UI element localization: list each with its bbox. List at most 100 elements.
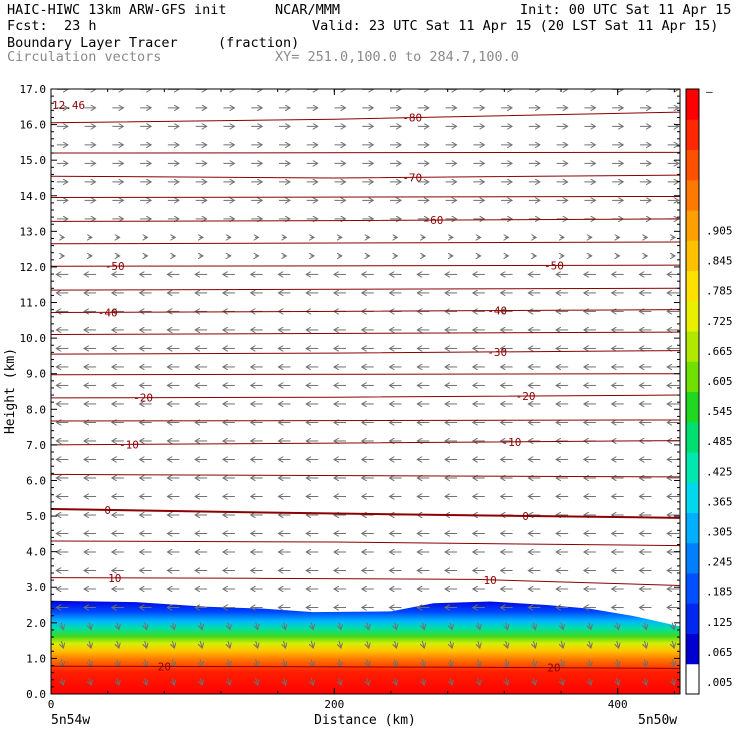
colorbar-label: .545 xyxy=(706,405,733,418)
cross-section-label: XY= 251.0,100.0 to 284.7,100.0 xyxy=(275,49,519,65)
temperature-contour xyxy=(51,195,680,199)
vector-arrow xyxy=(339,659,341,667)
vector-arrow xyxy=(617,659,619,667)
x-axis-label: Distance (km) xyxy=(314,713,416,728)
vector-arrow xyxy=(61,677,63,685)
vector-arrow xyxy=(145,640,147,648)
contour-label: -10 xyxy=(119,438,139,451)
vector-arrow xyxy=(450,677,452,685)
y-tick-label: 3.0 xyxy=(26,581,46,594)
field-units: (fraction) xyxy=(218,35,300,51)
vector-arrow xyxy=(506,640,508,648)
vector-arrow xyxy=(395,677,397,685)
vector-arrow xyxy=(117,677,119,685)
y-tick-label: 7.0 xyxy=(26,439,46,452)
vector-arrow xyxy=(89,677,91,685)
vector-arrow xyxy=(283,677,285,685)
colorbar-label: .665 xyxy=(706,345,733,358)
center-label: NCAR/MMM xyxy=(275,2,341,18)
contour-label: -20 xyxy=(133,392,153,405)
temperature-contour xyxy=(51,540,680,547)
temperature-contour xyxy=(51,507,680,519)
vector-arrow xyxy=(89,622,91,630)
x-start-location: 5n54w xyxy=(51,713,90,728)
contour-label: 20 xyxy=(547,662,560,675)
temperature-contour xyxy=(51,373,680,376)
vector-arrow xyxy=(117,659,119,667)
vector-arrow xyxy=(311,659,313,667)
vector-arrow xyxy=(561,659,563,667)
vector-arrow xyxy=(644,677,646,685)
temperature-contour xyxy=(51,419,680,422)
vector-arrow xyxy=(395,622,397,630)
colorbar-swatch xyxy=(686,210,699,241)
vector-arrow xyxy=(283,622,285,630)
vector-arrow xyxy=(117,640,119,648)
colorbar-label: .125 xyxy=(706,616,733,629)
vector-arrow xyxy=(478,659,480,667)
vector-arrow xyxy=(311,640,313,648)
y-tick-label: 10.0 xyxy=(20,332,47,345)
y-tick-label: 0.0 xyxy=(26,688,46,701)
colorbar-swatch xyxy=(686,512,699,544)
colorbar-swatch xyxy=(686,179,699,211)
temperature-contour xyxy=(51,473,680,478)
colorbar-label: .485 xyxy=(706,435,733,448)
y-tick-label: 2.0 xyxy=(26,617,46,630)
vector-arrow xyxy=(561,640,563,648)
vector-arrow xyxy=(256,677,258,685)
colorbar-label: .845 xyxy=(706,255,733,268)
vector-arrow xyxy=(672,622,674,630)
y-tick-label: 9.0 xyxy=(26,368,46,381)
colorbar-swatch xyxy=(686,89,699,120)
contour-label: -40 xyxy=(98,306,118,319)
vector-arrow xyxy=(506,677,508,685)
vector-arrow xyxy=(145,622,147,630)
vector-arrow xyxy=(644,622,646,630)
temperature-contour xyxy=(51,111,680,124)
colorbar-swatch xyxy=(686,663,699,695)
y-tick-label: 6.0 xyxy=(26,474,46,487)
vector-arrow xyxy=(228,640,230,648)
vector-arrow xyxy=(367,640,369,648)
vector-arrow xyxy=(256,622,258,630)
colorbar-swatch xyxy=(686,149,699,181)
vector-arrow xyxy=(533,622,535,630)
vector-arrow xyxy=(89,640,91,648)
circulation-vectors xyxy=(56,89,679,685)
vector-arrow xyxy=(644,659,646,667)
colorbar-frame xyxy=(685,88,700,695)
y-tick-label: 8.0 xyxy=(26,403,46,416)
colorbar-label: .245 xyxy=(706,556,733,569)
plot-frame xyxy=(50,88,681,695)
temperature-contour xyxy=(51,218,680,222)
vector-arrow xyxy=(450,622,452,630)
vector-arrow xyxy=(533,640,535,648)
vector-arrow xyxy=(395,659,397,667)
colorbar-swatch xyxy=(686,421,699,453)
temperature-contour xyxy=(51,241,680,245)
temperature-contour xyxy=(51,309,680,313)
vector-arrow xyxy=(478,622,480,630)
vector-arrow xyxy=(422,640,424,648)
colorbar-label: .065 xyxy=(706,646,733,659)
y-tick-label: 16.0 xyxy=(20,119,47,132)
vector-arrow xyxy=(311,677,313,685)
vector-arrow xyxy=(617,677,619,685)
vector-arrow xyxy=(145,659,147,667)
vector-arrow xyxy=(339,622,341,630)
vector-arrow xyxy=(506,659,508,667)
contour-label: -50 xyxy=(544,259,564,272)
colorbar-swatch xyxy=(686,482,699,513)
vector-arrow xyxy=(228,659,230,667)
y-tick-label: 14.0 xyxy=(20,190,47,203)
temperature-contour xyxy=(51,577,680,586)
y-tick-label: 11.0 xyxy=(20,297,47,310)
colorbar-swatch xyxy=(686,391,699,423)
contour-label: 10 xyxy=(108,572,121,585)
y-tick-label: 17.0 xyxy=(20,83,47,96)
max-value-label: 12.46 xyxy=(52,99,85,112)
vector-arrow xyxy=(256,640,258,648)
x-tick-label: 0 xyxy=(48,698,55,711)
